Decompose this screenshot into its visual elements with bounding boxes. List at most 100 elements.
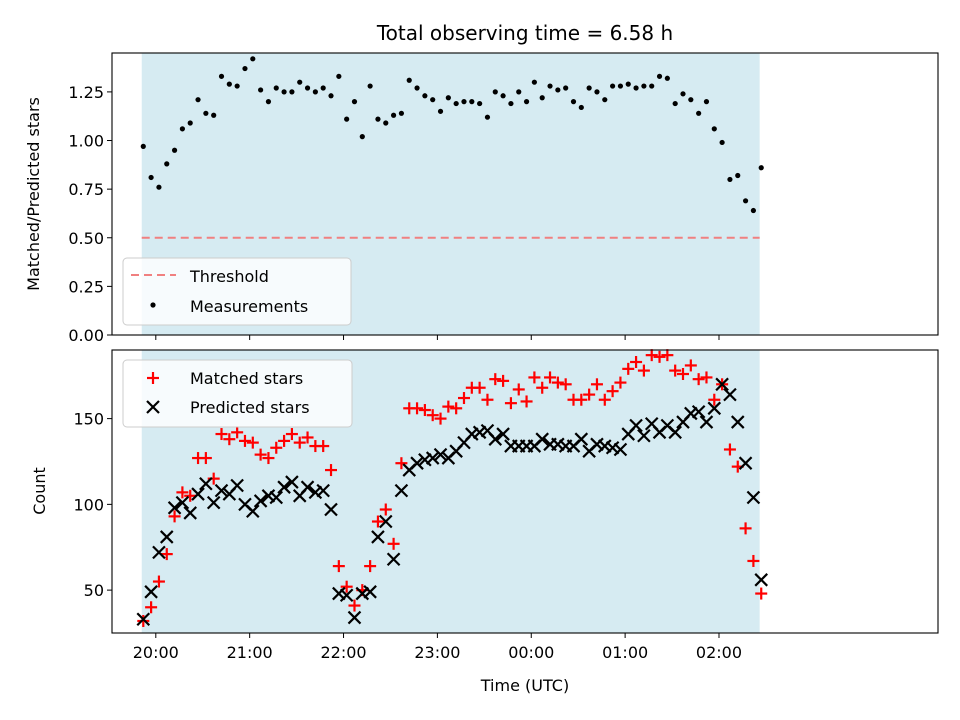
measurement-point [258,87,264,93]
matched-star-point [231,426,244,439]
measurement-point [727,176,733,183]
measurement-point [750,207,757,214]
matched-star-point [653,350,666,363]
matched-star-point [457,392,470,405]
measurements-series [140,56,764,214]
matched-star-point [340,580,353,593]
bottom-x-tick-label: 02:00 [696,643,742,662]
measurement-point [390,112,397,118]
top-y-tick-label: 1.00 [68,132,104,151]
predicted-star-point [175,495,190,510]
predicted-star-point [394,483,409,498]
matched-star-point [590,378,603,391]
measurement-point [211,112,217,118]
measurement-point [203,110,209,116]
predicted-star-point [347,610,362,625]
matched-star-point [395,457,408,470]
measurement-point [649,83,655,89]
measurement-point [570,99,577,105]
predicted-star-point [378,514,393,529]
x-axis-label: Time (UTC) [480,676,569,695]
bottom-axes-frame [111,349,939,634]
bottom-y-tick-label: 150 [73,410,104,429]
measurement-point [664,75,670,81]
predicted-star-point [754,573,769,587]
matched-star-point [387,537,400,550]
measurement-point [344,116,350,122]
matched-star-point [512,383,525,396]
predicted-star-point [300,480,315,494]
bottom-x-axis: 20:00 21:00 22:00 23:00 00:00 01:00 02:00 [133,633,742,662]
top-y-axis: 0.00 0.25 0.50 0.75 1.00 1.25 [68,83,112,345]
matched-star-point [645,349,658,362]
matched-star-point [559,378,572,391]
legend-predicted-swatch [146,400,160,414]
matched-star-point [497,374,510,387]
matched-star-point [669,364,682,377]
top-y-tick-label: 0.75 [68,180,104,199]
matched-star-point [246,436,259,449]
measurement-point [680,91,686,97]
matched-star-point [630,356,643,369]
measurement-point [735,172,741,179]
bottom-x-tick-label: 21:00 [227,643,273,662]
bottom-x-tick-label: 20:00 [133,643,179,662]
predicted-star-point [723,387,737,402]
matched-star-point [677,368,690,381]
measurement-point [625,81,631,87]
measurement-point [688,97,694,103]
top-y-tick-label: 1.25 [68,83,104,102]
predicted-star-point [730,415,745,429]
matched-star-point [434,412,447,425]
matched-star-point [692,373,705,386]
top-y-tick-label: 0.25 [68,277,104,296]
measurement-point [484,114,491,120]
measurement-point [187,120,193,126]
matched-star-point [152,575,165,588]
measurement-point [508,100,514,107]
measurement-point [164,161,170,167]
matched-star-point [747,554,760,567]
measurement-point [516,89,522,95]
matched-star-point [379,503,392,516]
legend-matched-swatch [147,372,159,384]
predicted-star-point [339,588,354,603]
predicted-star-point [691,404,706,419]
measurement-point [359,134,365,140]
measurement-point [610,83,616,89]
legend-threshold-label: Threshold [189,267,269,286]
predicted-star-point [206,495,221,510]
matched-star-point [184,489,197,502]
matched-star-point [504,397,517,410]
matched-star-point [411,402,424,415]
matched-star-point [473,381,486,394]
matched-star-point [520,395,533,408]
matched-star-point [238,434,251,447]
predicted-star-point [535,432,549,446]
measurement-point [304,85,311,91]
matched-star-point [254,448,267,461]
measurement-point [148,174,154,181]
predicted-star-point [613,442,628,457]
bottom-x-tick-label: 00:00 [508,643,554,662]
matched-star-point [622,362,635,375]
measurement-point [406,77,412,83]
measurement-point [179,126,185,132]
measurement-point [281,89,287,95]
matched-star-point [708,393,721,406]
measurement-point [586,85,592,91]
matched-star-point [332,560,345,573]
matched-star-point [684,359,697,372]
predicted-stars-series [136,377,769,627]
matched-star-point [739,522,752,535]
predicted-star-point [668,425,682,440]
legend-measurements-label: Measurements [190,297,308,316]
measurement-point [563,85,569,91]
measurement-point [531,79,537,85]
measurement-point [156,184,162,190]
matched-star-point [442,400,455,413]
matched-star-point [450,402,463,415]
measurement-point [492,89,498,95]
measurement-point [594,89,600,95]
measurement-point [367,83,373,89]
